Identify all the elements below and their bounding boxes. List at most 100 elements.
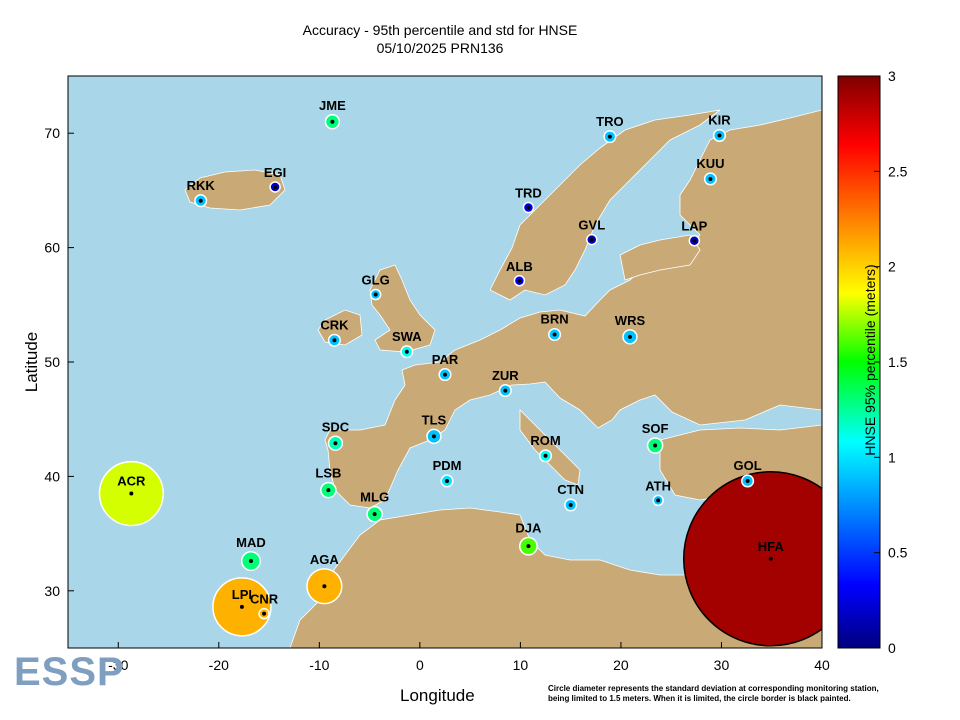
station-dot-jme: [330, 119, 335, 124]
station-dot-lpi: [239, 604, 244, 609]
chart-subtitle: 05/10/2025 PRN136: [376, 40, 504, 56]
station-dot-sof: [653, 443, 658, 448]
y-tick-label: 50: [44, 354, 60, 370]
land-layer: [184, 76, 822, 648]
station-dot-wrs: [627, 334, 632, 339]
station-dot-egi: [273, 184, 278, 189]
x-tick-label: 30: [714, 657, 730, 673]
station-label-rom: ROM: [530, 433, 560, 448]
colorbar-tick-label: 1: [888, 449, 896, 465]
station-label-sof: SOF: [642, 421, 669, 436]
station-label-cnr: CNR: [250, 592, 279, 607]
station-dot-ctn: [568, 503, 573, 507]
station-label-ctn: CTN: [557, 482, 584, 497]
land-britain: [369, 264, 436, 353]
station-dot-ath: [656, 498, 661, 503]
station-label-ath: ATH: [645, 478, 671, 493]
station-label-alb: ALB: [506, 259, 533, 274]
colorbar-label: HNSE 95% percentile (meters): [862, 264, 878, 456]
chart-title: Accuracy - 95th percentile and std for H…: [302, 22, 578, 38]
stations-layer: JME TRO KIR EGI RKK KUU TRD GVL LAP ALB GLG CRK SWA B…: [98, 98, 822, 647]
y-tick-label: 60: [44, 240, 60, 256]
x-tick-label: -30: [108, 657, 128, 673]
station-label-gvl: GVL: [578, 218, 605, 233]
station-label-lsb: LSB: [315, 466, 341, 481]
colorbar-tick-label: 0: [888, 640, 896, 656]
land-europe: [324, 76, 822, 509]
essp-logo: ESSP: [14, 650, 125, 694]
station-label-wrs: WRS: [615, 313, 646, 328]
footnote-line-2: being limited to 1.5 meters. When it is …: [548, 694, 851, 703]
station-dot-tro: [607, 134, 612, 139]
station-dot-lap: [692, 238, 697, 243]
station-label-rkk: RKK: [187, 178, 216, 193]
station-label-trd: TRD: [515, 186, 542, 201]
station-dot-kir: [717, 133, 722, 138]
station-label-dja: DJA: [515, 520, 542, 535]
x-tick-label: 40: [814, 657, 830, 673]
station-label-jme: JME: [319, 98, 346, 113]
station-dot-pdm: [445, 478, 450, 483]
station-label-kuu: KUU: [696, 156, 724, 171]
station-dot-glg: [373, 292, 378, 297]
y-tick-label: 30: [44, 583, 60, 599]
station-label-tls: TLS: [422, 412, 447, 427]
station-dot-gvl: [589, 237, 594, 242]
station-label-mlg: MLG: [360, 490, 389, 505]
colorbar-ticks: 0 0.5 1 1.5 2 2.5 3: [874, 68, 908, 656]
station-label-par: PAR: [432, 352, 459, 367]
station-label-tro: TRO: [596, 114, 623, 129]
y-tick-label: 70: [44, 125, 60, 141]
x-tick-label: -20: [209, 657, 229, 673]
colorbar-tick-label: 2.5: [888, 163, 908, 179]
station-dot-cnr: [262, 611, 267, 616]
station-dot-sdc: [333, 441, 338, 446]
station-dot-dja: [526, 544, 531, 549]
station-label-swa: SWA: [392, 329, 422, 344]
station-label-lap: LAP: [681, 219, 707, 234]
station-dot-brn: [552, 332, 557, 337]
station-dot-zur: [503, 388, 508, 393]
station-dot-trd: [526, 205, 531, 210]
colorbar-tick-label: 1.5: [888, 354, 908, 370]
station-label-egi: EGI: [264, 165, 286, 180]
x-tick-label: 20: [613, 657, 629, 673]
station-dot-aga: [322, 584, 327, 589]
colorbar-tick-label: 0.5: [888, 545, 908, 561]
station-dot-mad: [248, 559, 253, 564]
station-label-brn: BRN: [540, 312, 568, 327]
station-dot-gol: [745, 478, 750, 483]
station-label-kir: KIR: [708, 113, 731, 128]
station-dot-rom: [543, 453, 548, 458]
x-tick-label: 0: [416, 657, 424, 673]
land-italy: [519, 409, 581, 486]
station-label-pdm: PDM: [433, 458, 462, 473]
footnote-line-1: Circle diameter represents the standard …: [548, 684, 879, 693]
plot-frame: [67, 75, 823, 649]
x-axis-label: Longitude: [400, 686, 475, 705]
station-dot-tls: [431, 434, 436, 439]
station-label-glg: GLG: [362, 273, 390, 288]
station-label-gol: GOL: [734, 458, 762, 473]
x-tick-label: 10: [513, 657, 529, 673]
station-dot-swa: [404, 349, 409, 354]
land-scandinavia: [489, 109, 721, 301]
x-tick-label: -10: [309, 657, 329, 673]
station-label-crk: CRK: [320, 317, 349, 332]
station-dot-par: [443, 372, 447, 377]
colorbar-tick-label: 3: [888, 68, 896, 84]
station-dot-rkk: [198, 198, 203, 203]
station-circle-hfa: [683, 471, 822, 647]
station-dot-mlg: [372, 512, 377, 517]
station-dot-hfa: [768, 556, 773, 561]
station-dot-kuu: [708, 176, 713, 181]
colorbar-tick-label: 2: [888, 259, 896, 275]
land-baltic-east: [619, 234, 701, 281]
y-axis-label: Latitude: [22, 331, 41, 393]
land-ireland: [317, 309, 363, 346]
station-label-aga: AGA: [310, 552, 340, 567]
station-dot-lsb: [326, 488, 331, 493]
colorbar: [837, 75, 881, 649]
y-tick-label: 40: [44, 468, 60, 484]
